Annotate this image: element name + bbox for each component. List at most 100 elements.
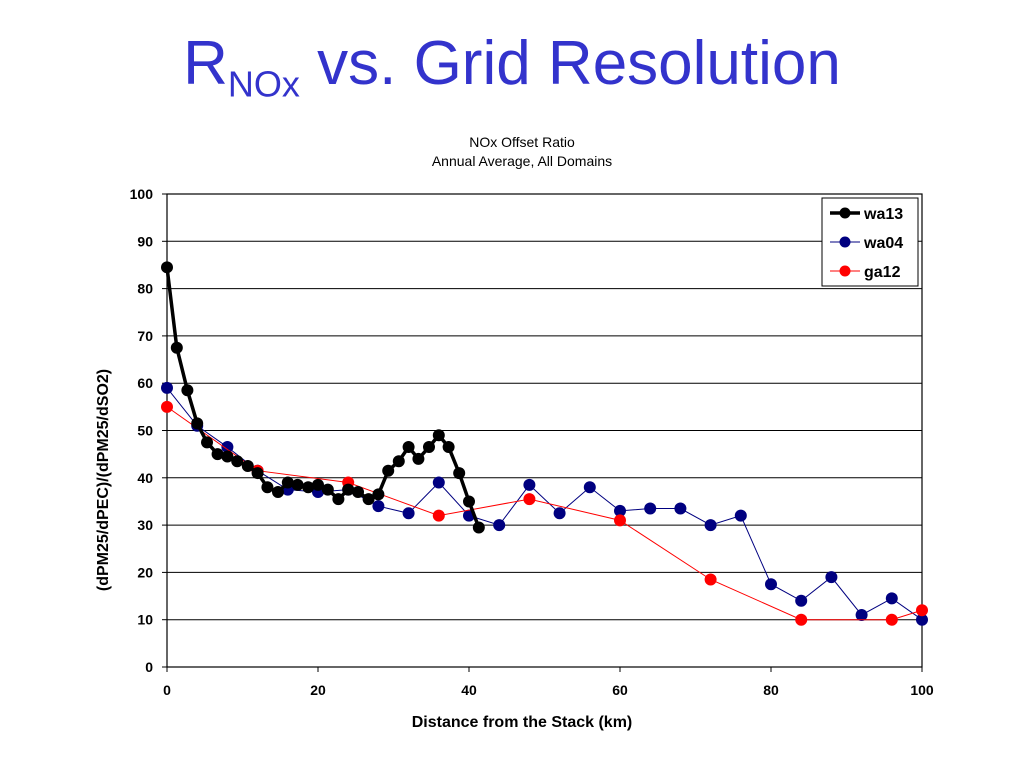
y-tick-label: 40	[137, 470, 153, 486]
data-point-wa13	[161, 261, 173, 274]
slide-title-rest: vs. Grid Resolution	[299, 29, 841, 98]
y-tick-label: 80	[137, 281, 153, 297]
data-point-wa04	[493, 519, 506, 532]
data-point-wa13	[231, 455, 244, 468]
legend-marker-wa13	[839, 207, 851, 219]
data-point-ga12	[161, 400, 173, 413]
y-tick-label: 30	[137, 517, 153, 533]
y-tick-label: 60	[137, 375, 153, 391]
data-point-wa13	[432, 429, 445, 442]
y-tick-label: 70	[137, 328, 153, 344]
data-point-wa04	[553, 507, 566, 520]
legend-label-wa13: wa13	[863, 206, 903, 223]
data-point-wa13	[382, 464, 395, 477]
data-point-wa13	[321, 483, 334, 496]
data-point-wa13	[312, 478, 324, 491]
data-point-wa13	[472, 521, 485, 534]
data-point-ga12	[432, 509, 445, 522]
data-point-wa04	[795, 594, 808, 607]
y-tick-label: 90	[137, 233, 153, 249]
x-tick-label: 40	[461, 682, 477, 698]
data-point-wa04	[644, 502, 657, 515]
data-point-wa04	[916, 613, 928, 626]
data-point-wa13	[412, 452, 425, 465]
data-point-ga12	[916, 604, 928, 617]
y-tick-label: 0	[145, 659, 153, 675]
data-point-wa04	[432, 476, 445, 489]
axes: 0 10 20 30 40 50 60 70 80 90 100 0 20 40 60 80 100	[130, 186, 934, 698]
data-point-wa13	[241, 459, 254, 472]
data-point-wa13	[211, 448, 224, 461]
series-line-wa04	[166, 387, 923, 621]
legend-marker-ga12	[839, 265, 851, 277]
x-axis-label: Distance from the Stack (km)	[412, 714, 633, 731]
data-point-wa13	[453, 467, 466, 480]
legend: wa13 wa04 ga12	[821, 197, 919, 287]
series-wa13	[161, 261, 485, 534]
data-point-wa13	[251, 467, 264, 480]
data-point-wa13	[402, 441, 415, 454]
legend-marker-wa04	[839, 236, 851, 248]
slide-title: RNOx vs. Grid Resolution	[0, 29, 1024, 105]
data-point-wa13	[281, 476, 294, 489]
data-point-wa04	[372, 500, 385, 513]
series-wa04	[161, 381, 928, 626]
data-point-wa13	[271, 485, 284, 498]
y-tick-label: 50	[137, 423, 153, 439]
data-point-wa13	[392, 455, 405, 468]
data-point-ga12	[704, 573, 717, 586]
data-point-wa04	[765, 578, 777, 591]
data-point-wa13	[261, 481, 274, 494]
x-tick-label: 80	[763, 682, 779, 698]
data-point-wa13	[221, 450, 234, 463]
legend-label-ga12: ga12	[864, 264, 901, 281]
y-tick-label: 100	[130, 186, 154, 202]
chart-subtitle: Annual Average, All Domains	[432, 153, 612, 169]
data-point-wa04	[825, 571, 838, 584]
data-point-wa04	[161, 381, 173, 394]
chart-title: NOx Offset Ratio	[469, 134, 575, 150]
slide-title-subscript: NOx	[227, 63, 300, 105]
data-point-wa13	[422, 441, 435, 454]
data-point-wa04	[674, 502, 687, 515]
data-point-wa04	[583, 481, 596, 494]
data-point-wa13	[181, 384, 194, 397]
plot-area-border	[166, 193, 923, 668]
data-point-wa04	[885, 592, 898, 605]
data-point-ga12	[523, 493, 536, 506]
data-point-wa13	[302, 481, 315, 494]
x-tick-label: 20	[310, 682, 326, 698]
data-point-wa13	[291, 478, 304, 491]
data-point-wa04	[855, 608, 868, 621]
data-point-wa04	[614, 504, 626, 517]
slide-title-main: R	[183, 29, 228, 98]
data-point-ga12	[795, 613, 808, 626]
x-tick-label: 0	[163, 682, 171, 698]
x-tick-label: 60	[612, 682, 628, 698]
data-point-wa13	[352, 485, 365, 498]
data-point-wa13	[372, 488, 385, 501]
data-point-wa04	[402, 507, 415, 520]
data-point-wa13	[191, 417, 204, 430]
data-point-wa04	[523, 478, 536, 491]
data-point-wa13	[170, 341, 183, 354]
data-point-ga12	[614, 514, 626, 527]
data-point-wa13	[463, 495, 475, 508]
data-point-wa13	[201, 436, 214, 449]
y-tick-label: 10	[137, 612, 153, 628]
data-point-wa13	[362, 493, 375, 506]
data-point-wa04	[734, 509, 747, 522]
data-point-wa04	[221, 441, 234, 454]
data-point-ga12	[885, 613, 898, 626]
y-tick-label: 20	[137, 564, 153, 580]
series-group	[161, 261, 928, 626]
series-line-ga12	[166, 406, 923, 621]
data-point-wa04	[704, 519, 717, 532]
x-tick-label: 100	[910, 682, 934, 698]
legend-label-wa04: wa04	[863, 235, 903, 252]
gridlines	[167, 193, 922, 621]
data-point-wa13	[442, 441, 455, 454]
data-point-wa13	[332, 493, 345, 506]
y-axis-label: (dPM25/dPEC)/(dPM25/dSO2)	[95, 369, 112, 591]
